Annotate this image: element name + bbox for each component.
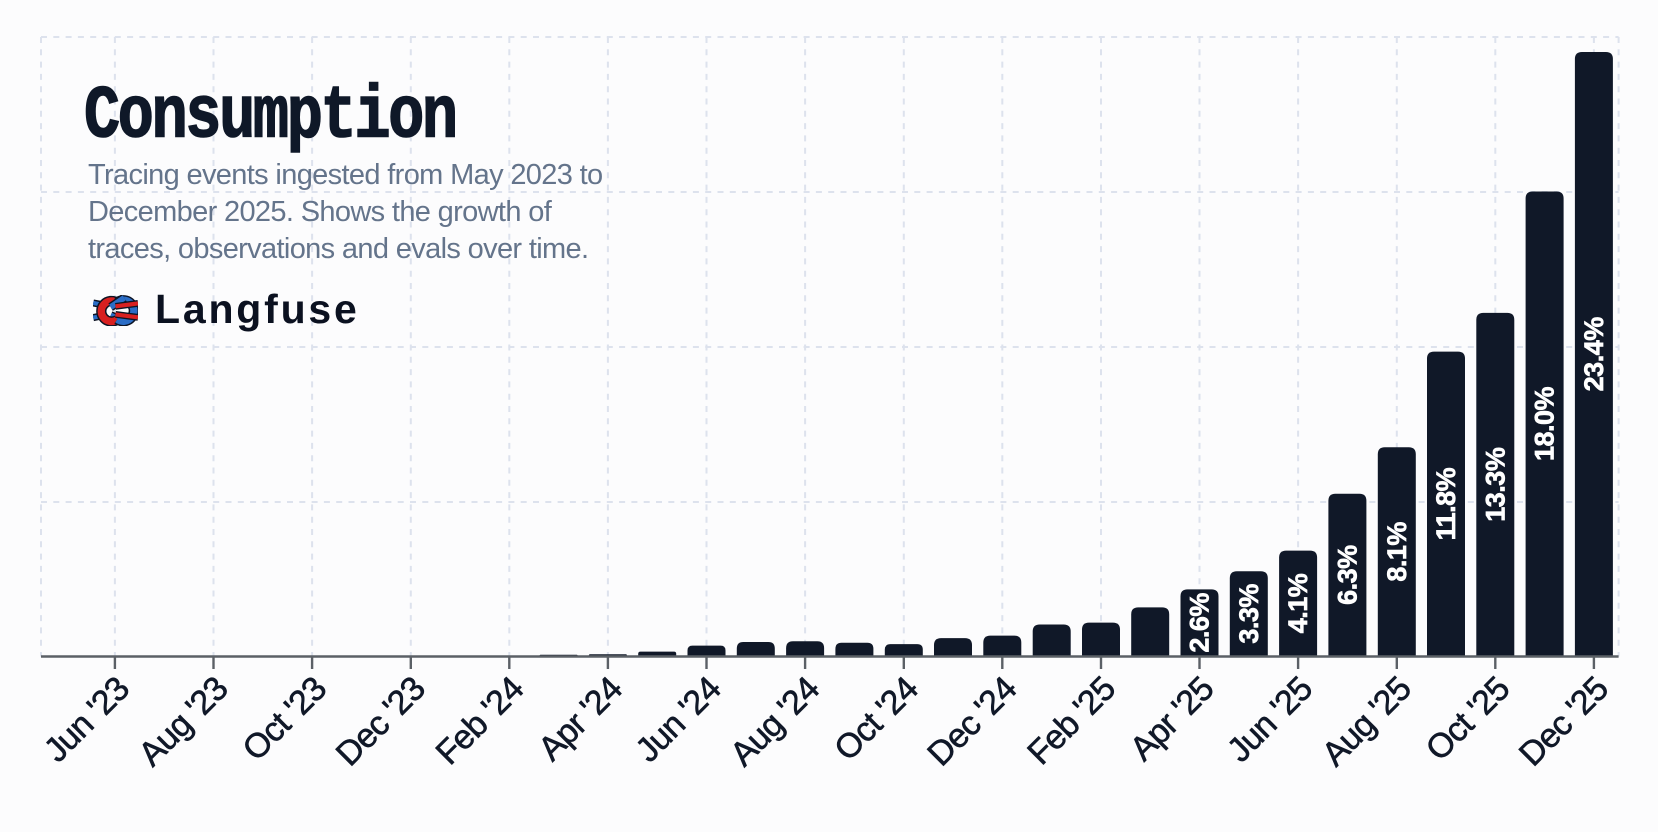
svg-text:Jun '23: Jun '23 — [37, 670, 137, 770]
svg-text:18.0%: 18.0% — [1530, 386, 1560, 461]
svg-text:2.6%: 2.6% — [1185, 593, 1215, 653]
svg-text:Feb '24: Feb '24 — [429, 670, 531, 772]
svg-text:Apr '25: Apr '25 — [1123, 670, 1221, 768]
svg-text:13.3%: 13.3% — [1480, 447, 1510, 522]
svg-text:Aug '25: Aug '25 — [1315, 670, 1419, 774]
svg-text:Jun '24: Jun '24 — [628, 670, 728, 770]
svg-text:4.1%: 4.1% — [1283, 573, 1313, 633]
svg-text:Oct '25: Oct '25 — [1419, 670, 1517, 768]
svg-text:Oct '23: Oct '23 — [235, 670, 333, 768]
svg-text:Dec '25: Dec '25 — [1512, 670, 1616, 774]
svg-text:11.8%: 11.8% — [1431, 467, 1461, 540]
svg-text:8.1%: 8.1% — [1382, 522, 1412, 582]
svg-text:Dec '23: Dec '23 — [329, 670, 433, 774]
svg-text:3.3%: 3.3% — [1234, 584, 1264, 644]
svg-text:23.4%: 23.4% — [1579, 317, 1609, 392]
svg-text:Oct '24: Oct '24 — [827, 670, 925, 768]
svg-text:6.3%: 6.3% — [1332, 545, 1362, 605]
svg-text:Jun '25: Jun '25 — [1220, 670, 1320, 770]
svg-text:Feb '25: Feb '25 — [1020, 670, 1122, 772]
svg-text:Aug '24: Aug '24 — [723, 670, 827, 774]
svg-text:Apr '24: Apr '24 — [531, 670, 629, 768]
svg-text:Dec '24: Dec '24 — [920, 670, 1024, 774]
svg-text:Aug '23: Aug '23 — [131, 670, 235, 774]
